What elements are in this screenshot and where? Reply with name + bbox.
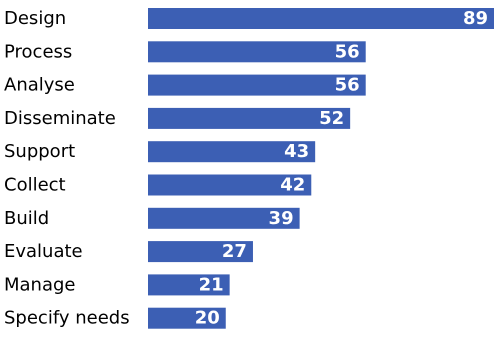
- category-label-process: Process: [4, 41, 72, 62]
- value-label-manage: 21: [199, 274, 224, 295]
- category-label-evaluate: Evaluate: [4, 241, 83, 262]
- category-label-build: Build: [4, 208, 49, 229]
- bars: [148, 8, 494, 329]
- bar-process: [148, 41, 366, 63]
- bar-design: [148, 8, 494, 29]
- bar-manage: [148, 274, 230, 296]
- bar-evaluate: [148, 241, 253, 263]
- value-label-disseminate: 52: [319, 108, 344, 129]
- bar-build: [148, 207, 300, 229]
- bar-collect: [148, 174, 312, 196]
- value-label-build: 39: [269, 208, 294, 229]
- value-label-analyse: 56: [335, 75, 360, 96]
- category-label-specify-needs: Specify needs: [4, 308, 130, 329]
- bar-specify-needs: [148, 307, 226, 329]
- category-label-analyse: Analyse: [4, 75, 75, 96]
- category-label-support: Support: [4, 141, 75, 162]
- value-label-collect: 42: [280, 175, 305, 196]
- value-label-support: 43: [284, 141, 309, 162]
- category-labels: Design Process Analyse Disseminate Support Co…: [4, 8, 130, 329]
- value-labels: 89 56 56 52 43 42 39 27 21 20: [195, 8, 488, 329]
- bar-analyse: [148, 74, 366, 96]
- bar-support: [148, 141, 316, 163]
- category-label-design: Design: [4, 8, 66, 29]
- category-label-disseminate: Disseminate: [4, 108, 116, 129]
- category-label-manage: Manage: [4, 274, 76, 295]
- value-label-design: 89: [463, 8, 488, 29]
- value-label-process: 56: [335, 41, 360, 62]
- category-label-collect: Collect: [4, 175, 66, 196]
- bar-disseminate: [148, 107, 351, 129]
- value-label-specify-needs: 20: [195, 308, 220, 329]
- value-label-evaluate: 27: [222, 241, 247, 262]
